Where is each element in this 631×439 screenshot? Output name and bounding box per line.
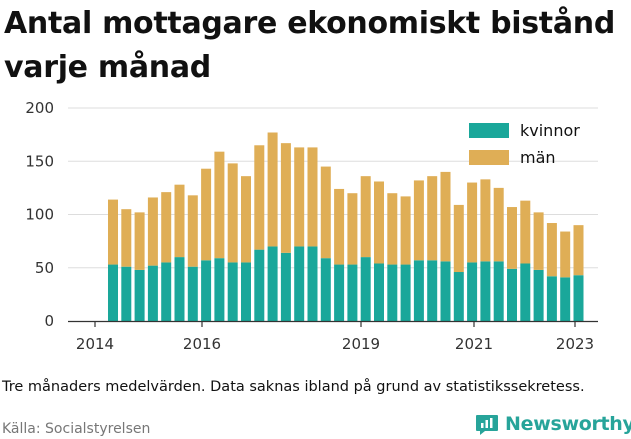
x-tick-label: 2023 (556, 335, 594, 353)
bar-kvinnor (560, 277, 571, 321)
bar-kvinnor (307, 246, 318, 321)
bar-kvinnor (520, 263, 531, 321)
bar-man (400, 196, 411, 265)
x-tick-label: 2016 (183, 335, 221, 353)
bar-man (347, 193, 358, 265)
bar-kvinnor (280, 252, 291, 321)
legend: kvinnor män (469, 121, 580, 167)
bar-kvinnor (480, 261, 491, 321)
bar-kvinnor (360, 257, 371, 321)
bar-man (294, 147, 305, 247)
bar-kvinnor (108, 264, 118, 321)
bar-man (453, 204, 464, 273)
y-tick-label: 0 (44, 312, 54, 330)
y-tick-label: 100 (25, 206, 54, 224)
source-text: Källa: Socialstyrelsen (2, 421, 151, 437)
bar-man (467, 182, 478, 263)
legend-swatch (469, 123, 509, 138)
x-tick-label: 2019 (342, 335, 380, 353)
bar-kvinnor (174, 257, 185, 321)
bar-kvinnor (334, 264, 345, 321)
bar-man (520, 200, 531, 264)
bar-man (187, 195, 198, 267)
bar-man (413, 180, 424, 261)
bar-kvinnor (241, 262, 251, 321)
bar-man (387, 193, 398, 265)
bar-kvinnor (533, 269, 544, 321)
bar-kvinnor (374, 263, 384, 321)
y-tick-label: 50 (35, 259, 54, 277)
bar-kvinnor (227, 262, 238, 321)
bar-man (147, 197, 158, 266)
bar-man (134, 212, 145, 270)
bar-kvinnor (546, 276, 557, 321)
bar-man (507, 207, 517, 269)
bar-man (320, 166, 331, 259)
bar-man (493, 187, 504, 262)
bar-man (241, 176, 251, 263)
bar-man (267, 132, 278, 247)
brand-name: Newsworthy (505, 413, 631, 435)
bar-kvinnor (467, 262, 478, 321)
bar-kvinnor (413, 260, 424, 321)
bar-man (121, 209, 132, 267)
bar-man (161, 192, 172, 263)
x-tick-label: 2014 (76, 335, 114, 353)
bar-man (440, 171, 451, 262)
bar-man (560, 231, 571, 278)
x-axis: 2014 2016 2019 2021 2023 (68, 320, 598, 353)
bar-man (546, 223, 557, 277)
bar-man (280, 143, 291, 253)
x-tick-label: 2021 (455, 335, 493, 353)
y-tick-label: 150 (25, 152, 54, 170)
bar-kvinnor (201, 260, 212, 321)
bar-man (227, 163, 238, 263)
bar-man (108, 199, 118, 265)
legend-swatch (469, 150, 509, 165)
newsworthy-logo-icon (476, 415, 498, 435)
bar-kvinnor (294, 246, 305, 321)
bar-man (201, 168, 212, 261)
bar-man (254, 145, 265, 250)
bar-kvinnor (400, 264, 411, 321)
footnote: Tre månaders medelvärden. Data saknas ib… (2, 379, 585, 395)
bar-man (214, 151, 225, 259)
bar-kvinnor (320, 258, 331, 321)
bar-kvinnor (161, 262, 172, 321)
bar-kvinnor (453, 272, 464, 321)
y-tick-label: 200 (25, 99, 54, 117)
bar-kvinnor (254, 249, 265, 321)
bar-man (427, 176, 438, 261)
y-axis-ticks: 0 50 100 150 200 (25, 99, 54, 330)
bar-man (533, 212, 544, 270)
bar-man (334, 188, 345, 265)
bar-kvinnor (147, 265, 158, 321)
bar-kvinnor (493, 261, 504, 321)
bar-kvinnor (347, 264, 358, 321)
bar-kvinnor (427, 260, 438, 321)
bar-man (307, 147, 318, 247)
bar-kvinnor (507, 268, 517, 321)
bar-kvinnor (214, 258, 225, 321)
bar-kvinnor (187, 266, 198, 321)
bar-man (374, 181, 384, 264)
legend-label: kvinnor (520, 121, 580, 140)
chart-title: Antal mottagare ekonomiskt bistånd varje… (4, 6, 616, 85)
bar-man (360, 176, 371, 258)
bar-man (480, 179, 491, 262)
bar-kvinnor (134, 269, 145, 321)
bars (108, 132, 584, 321)
gridlines (68, 107, 598, 269)
bar-kvinnor (387, 264, 398, 321)
bar-man (174, 184, 185, 258)
bar-kvinnor (573, 275, 584, 321)
bar-kvinnor (440, 261, 451, 321)
bar-man (573, 225, 584, 276)
brand-logo[interactable]: Newsworthy (475, 409, 631, 439)
bar-kvinnor (267, 246, 278, 321)
bar-kvinnor (121, 266, 132, 321)
legend-label: män (520, 148, 556, 167)
